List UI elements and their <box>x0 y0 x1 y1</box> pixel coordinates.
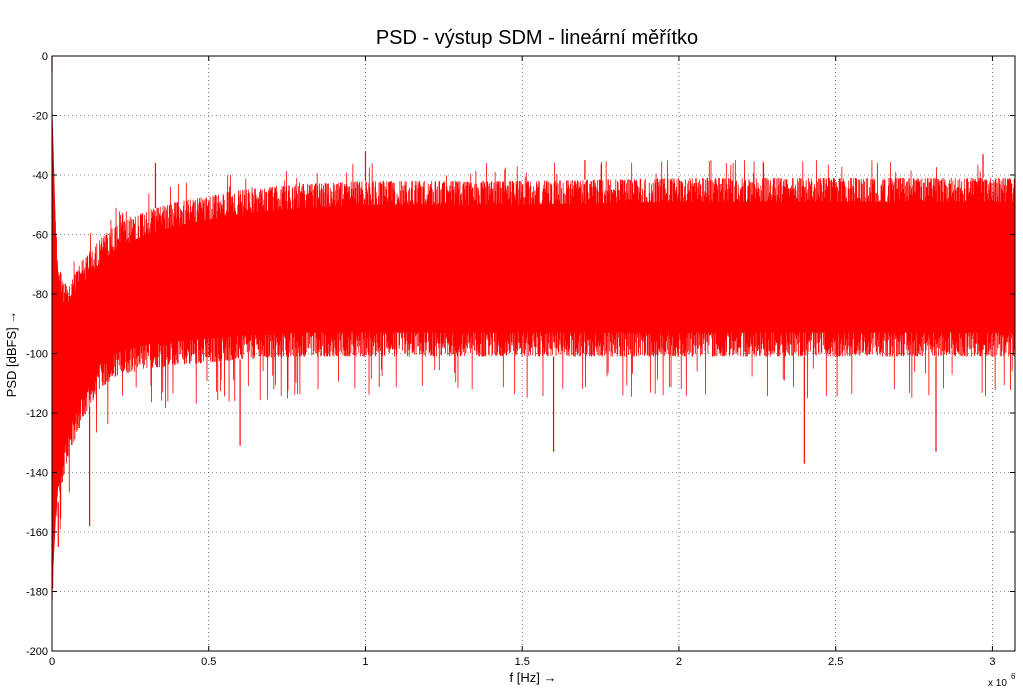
x-axis-label: f [Hz] → <box>510 670 557 685</box>
y-tick-label-0: 0 <box>42 51 48 63</box>
x-exponent-base: x 10 <box>988 678 1007 689</box>
x-tick-label-3: 1.5 <box>515 656 530 668</box>
y-tick-label-4: -80 <box>32 289 48 301</box>
x-exponent-power: 6 <box>1011 672 1016 681</box>
y-tick-label-10: -200 <box>26 646 48 658</box>
y-axis-label: PSD [dBFS] → <box>4 311 19 398</box>
ticks-layer: 0 0.5 1 1.5 2 2.5 3 0 -20 -40 -60 -80 -100 -120 -140 -1… <box>26 51 1015 668</box>
y-tick-label-3: -60 <box>32 230 48 242</box>
y-tick-label-1: -20 <box>32 111 48 123</box>
y-tick-label-8: -160 <box>26 527 48 539</box>
x-tick-label-1: 0.5 <box>201 656 216 668</box>
y-tick-label-6: -120 <box>26 408 48 420</box>
x-exponent: x 10 6 <box>988 672 1016 689</box>
x-tick-label-6: 3 <box>989 656 995 668</box>
psd-series-band <box>52 94 1015 598</box>
y-tick-label-9: -180 <box>26 587 48 599</box>
x-tick-label-4: 2 <box>676 656 682 668</box>
x-tick-label-0: 0 <box>49 656 55 668</box>
y-tick-label-5: -100 <box>26 349 48 361</box>
y-tick-label-7: -140 <box>26 468 48 480</box>
series-layer <box>51 56 1016 599</box>
x-tick-label-2: 1 <box>362 656 368 668</box>
chart-title: PSD - výstup SDM - lineární měřítko <box>376 27 698 49</box>
y-tick-label-2: -40 <box>32 170 48 182</box>
x-tick-label-5: 2.5 <box>828 656 843 668</box>
